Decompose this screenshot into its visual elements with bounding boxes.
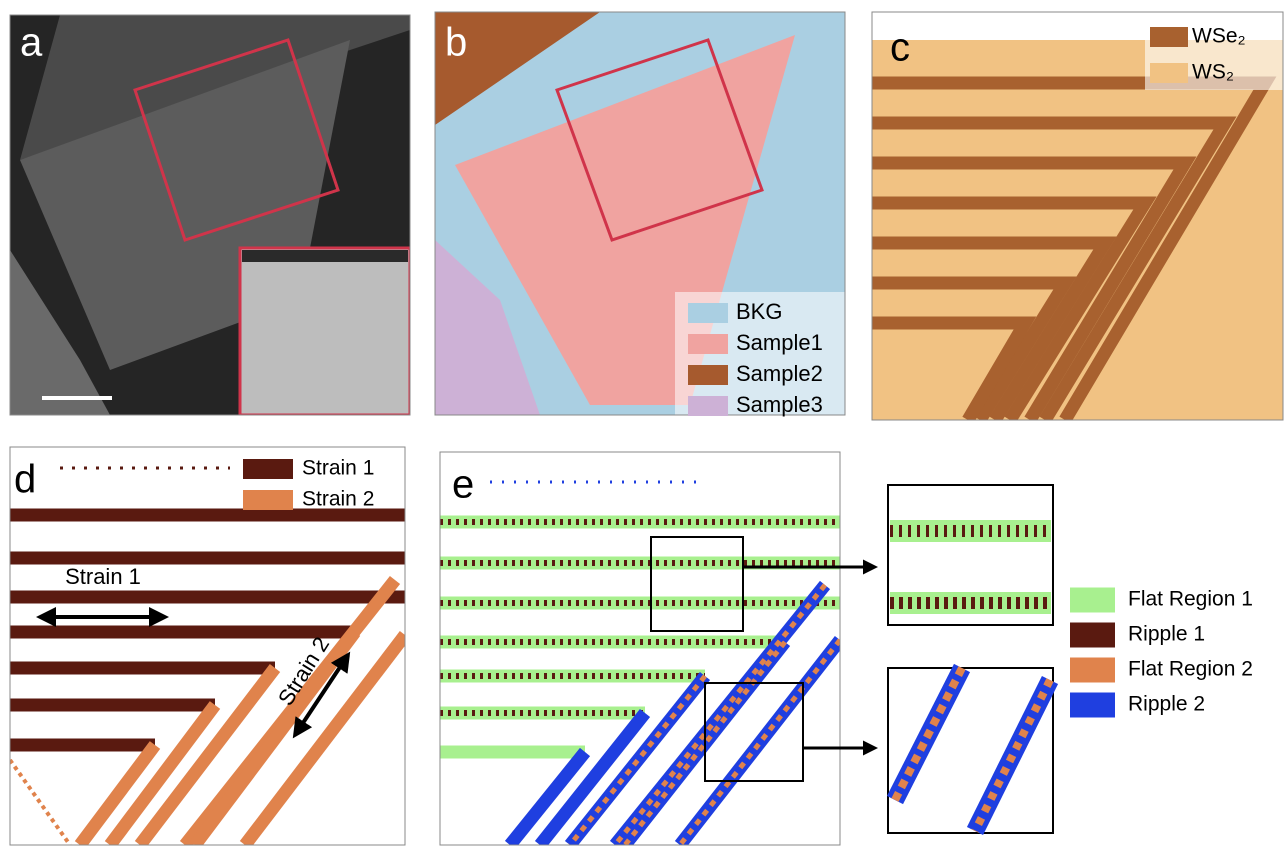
legend-swatch [243,490,293,510]
legend-label: Ripple 1 [1128,623,1205,646]
legend-label: Flat Region 2 [1128,658,1253,681]
panel-label: c [890,26,910,70]
panel-label: b [445,21,467,65]
legend-swatch [1070,693,1115,718]
panel-label: d [14,458,36,502]
legend-swatch [688,365,728,385]
legend-label: Strain 1 [302,457,374,480]
legend-label: WS₂ [1192,61,1234,84]
legend-swatch [1150,27,1188,47]
legend-swatch [688,303,728,323]
panel-a-image [10,15,410,415]
legend-swatch [688,396,728,416]
annotation: Strain 1 [65,564,141,589]
legend-swatch [1070,623,1115,648]
panel-e-image [440,452,840,845]
legend-label: WSe₂ [1192,25,1246,48]
legend-label: Flat Region 1 [1128,588,1253,611]
panel-label: e [452,463,474,507]
legend-swatch [688,334,728,354]
legend-swatch [243,459,293,479]
inset-bottom [888,668,1053,833]
legend-swatch [1070,658,1115,683]
legend-label: Sample3 [736,392,823,417]
legend-swatch [1070,588,1115,613]
inset-top [888,485,1053,625]
legend-label: Strain 2 [302,488,374,511]
legend-label: Ripple 2 [1128,693,1205,716]
panel-label: a [20,21,43,65]
legend-label: Sample2 [736,361,823,386]
legend-label: BKG [736,299,782,324]
figure: a b c d e Strain 1 Strain 2 BKG Sample1 Sa… [0,0,1285,849]
legend-label: Sample1 [736,330,823,355]
legend-swatch [1150,63,1188,83]
